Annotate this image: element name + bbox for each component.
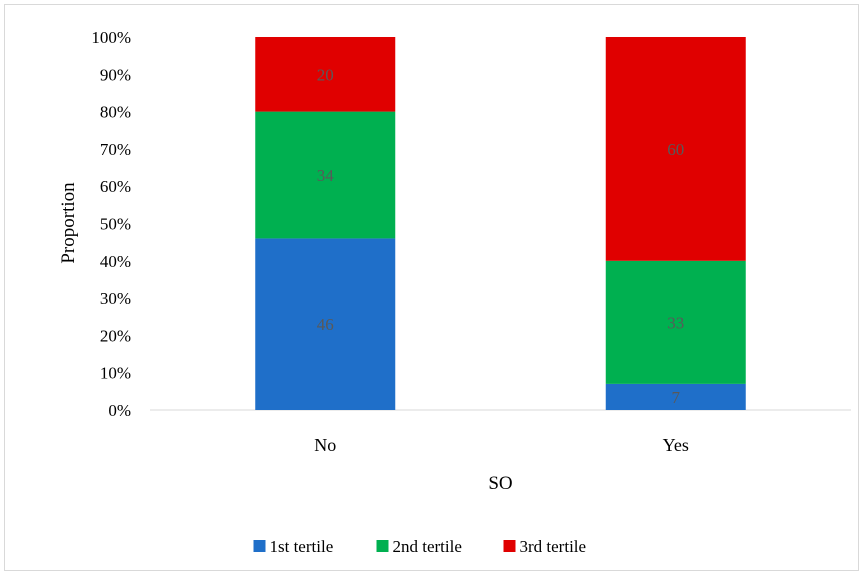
legend-swatch	[503, 540, 516, 552]
bar-segment	[605, 383, 746, 410]
x-axis-title: SO	[488, 473, 512, 494]
y-axis-title: Proportion	[58, 182, 79, 264]
y-tick-label: 30%	[100, 289, 131, 308]
y-tick-label: 70%	[100, 140, 131, 159]
data-label: 60	[667, 140, 684, 159]
x-axis-ticks: No Yes	[314, 435, 689, 455]
bars: 46 34 20 7 33 60	[255, 37, 746, 410]
y-tick-label: 40%	[100, 252, 131, 271]
x-tick-label: Yes	[663, 435, 689, 455]
legend: 1st tertile 2nd tertile 3rd tertile	[253, 537, 587, 556]
data-label: 7	[672, 388, 681, 407]
bar-segment	[605, 260, 746, 384]
y-tick-label: 90%	[100, 65, 131, 84]
data-label: 20	[317, 65, 334, 84]
x-tick-label: No	[314, 435, 336, 455]
legend-label: 1st tertile	[270, 537, 334, 556]
legend-swatch	[253, 540, 266, 552]
data-label: 46	[317, 315, 334, 334]
y-tick-label: 0%	[108, 401, 131, 420]
legend-label: 2nd tertile	[393, 537, 462, 556]
bar-segment	[255, 37, 396, 112]
y-tick-label: 20%	[100, 326, 131, 345]
bar-segment	[255, 238, 396, 410]
y-tick-label: 100%	[91, 28, 131, 47]
legend-swatch	[376, 540, 389, 552]
y-tick-label: 50%	[100, 215, 131, 234]
y-tick-label: 80%	[100, 103, 131, 122]
y-tick-label: 10%	[100, 364, 131, 383]
bar-segment	[605, 37, 746, 261]
bar-segment	[255, 111, 396, 239]
data-label: 34	[317, 166, 335, 185]
y-axis-ticks: 0% 10% 20% 30% 40% 50% 60% 70% 80% 90% 100%	[91, 28, 131, 420]
legend-label: 3rd tertile	[520, 537, 587, 556]
y-tick-label: 60%	[100, 177, 131, 196]
data-label: 33	[667, 313, 684, 332]
